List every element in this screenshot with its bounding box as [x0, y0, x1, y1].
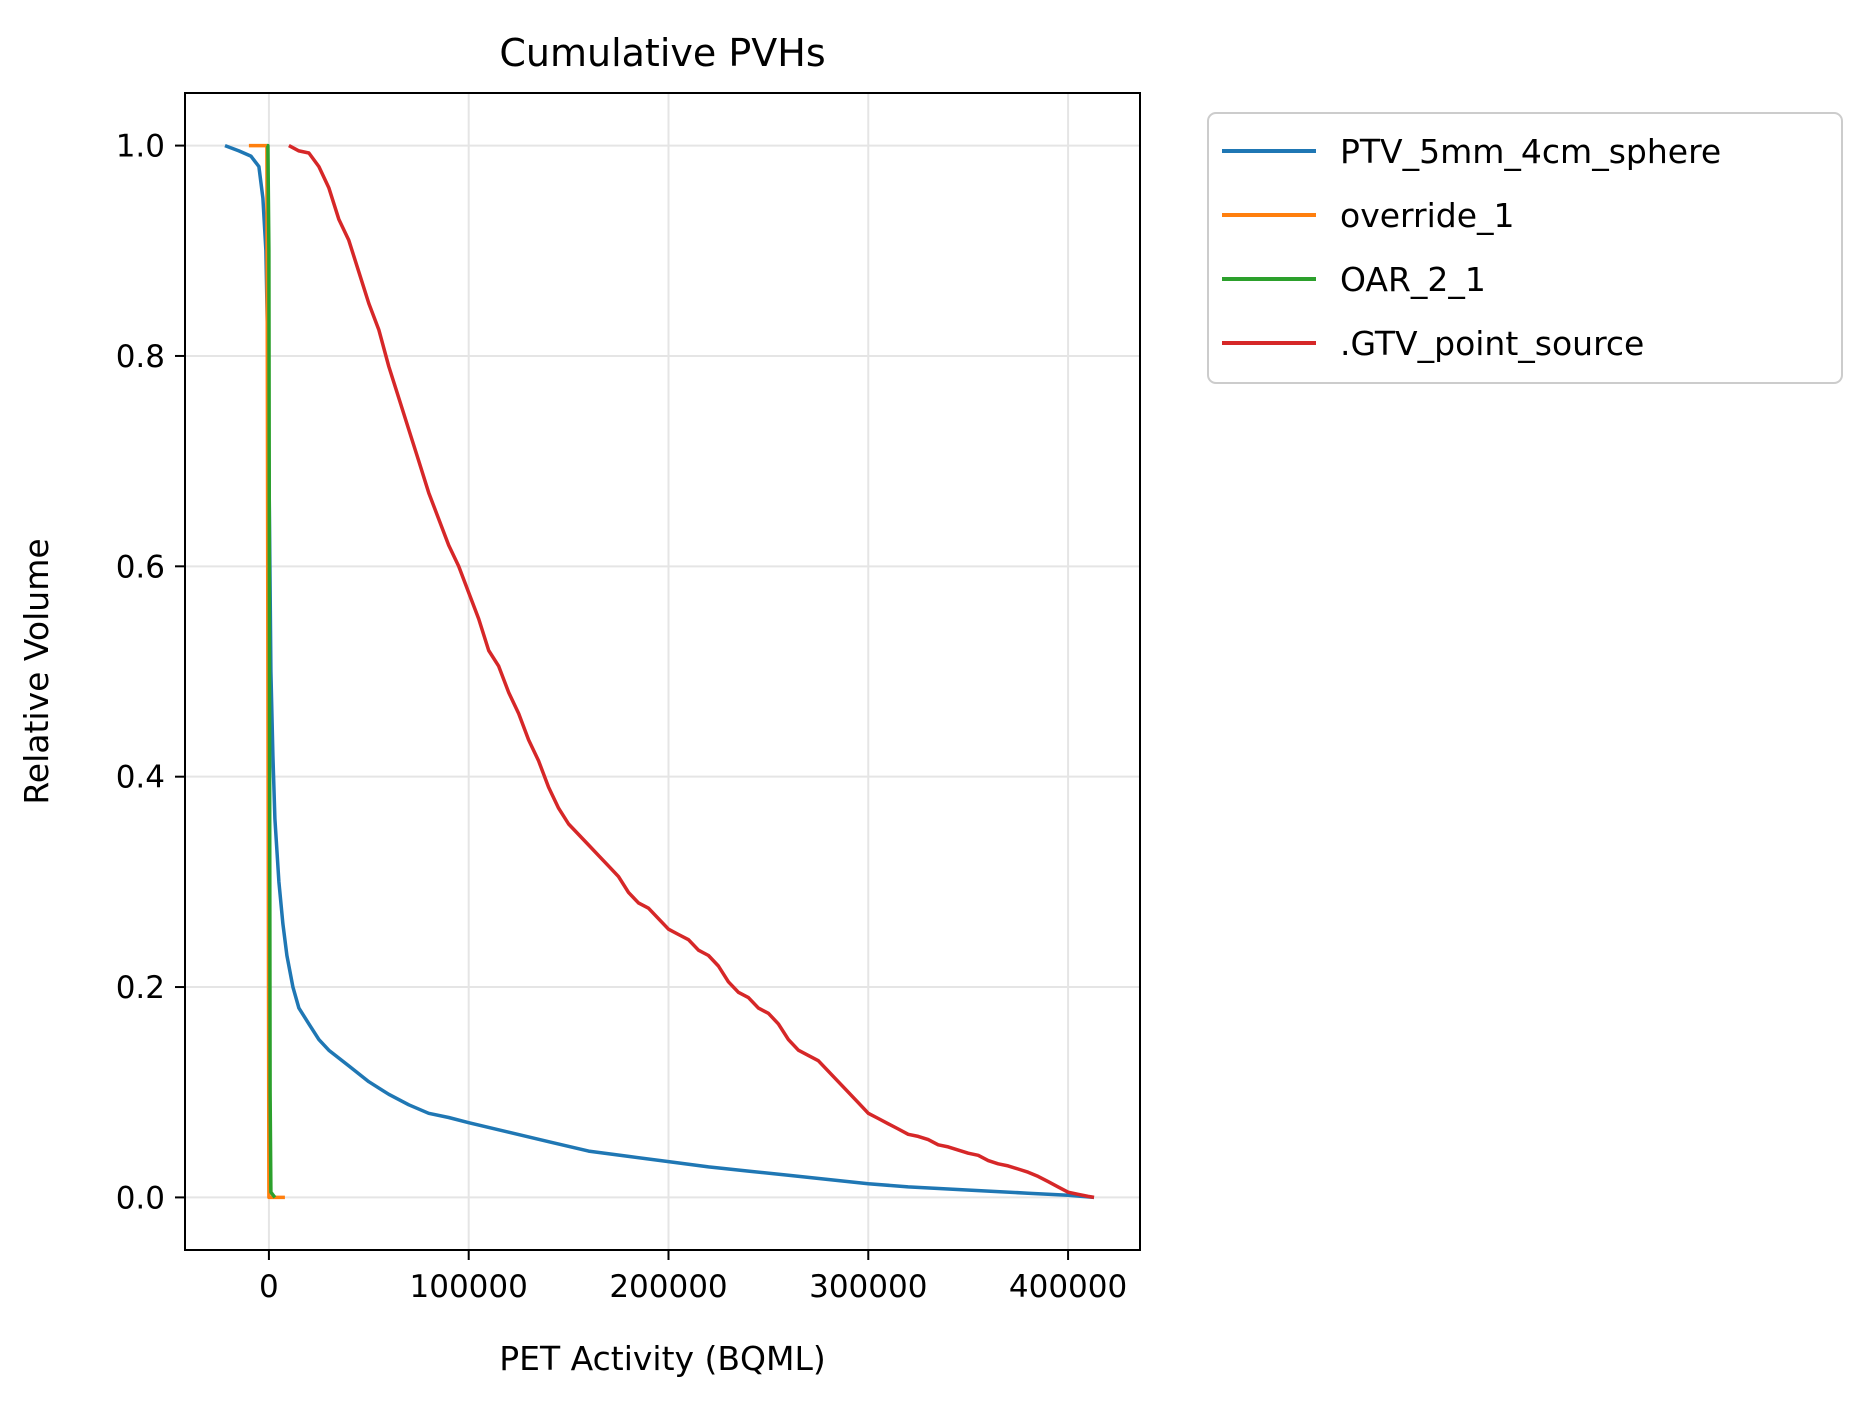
- y-axis-title: Relative Volume: [17, 538, 56, 804]
- legend-label-2: override_1: [1340, 196, 1515, 235]
- legend-label-3: OAR_2_1: [1340, 260, 1486, 299]
- x-tick-label: 200000: [609, 1269, 727, 1305]
- y-tick-label: 1.0: [116, 129, 165, 165]
- chart-title: Cumulative PVHs: [499, 31, 825, 75]
- x-tick-label: 0: [259, 1269, 279, 1305]
- x-axis-title: PET Activity (BQML): [499, 1339, 826, 1378]
- legend-box: [1207, 112, 1843, 384]
- grid-lines: [185, 93, 1140, 1250]
- x-tick-label: 400000: [1009, 1269, 1127, 1305]
- x-tick-label: 300000: [809, 1269, 927, 1305]
- series-lines: [224, 143, 1095, 1200]
- legend: PTV_5mm_4cm_sphere override_1 OAR_2_1 .GTV_…: [1207, 112, 1843, 384]
- plot-frame: [184, 92, 1141, 1251]
- y-tick-label: 0.2: [116, 970, 165, 1006]
- axis-ticks: 0 100000 200000 300000 400000 0.0 0.2 0.4 0.6 0.8…: [116, 129, 1128, 1305]
- y-tick-label: 0.6: [116, 549, 165, 585]
- y-tick-label: 0.8: [116, 339, 165, 375]
- x-tick-label: 100000: [410, 1269, 528, 1305]
- legend-label-1: PTV_5mm_4cm_sphere: [1340, 132, 1721, 171]
- series-line-4: [288, 144, 1095, 1200]
- y-tick-label: 0.0: [116, 1180, 165, 1216]
- y-tick-label: 0.4: [116, 760, 165, 796]
- series-line-3: [266, 143, 277, 1199]
- legend-label-4: .GTV_point_source: [1340, 324, 1644, 363]
